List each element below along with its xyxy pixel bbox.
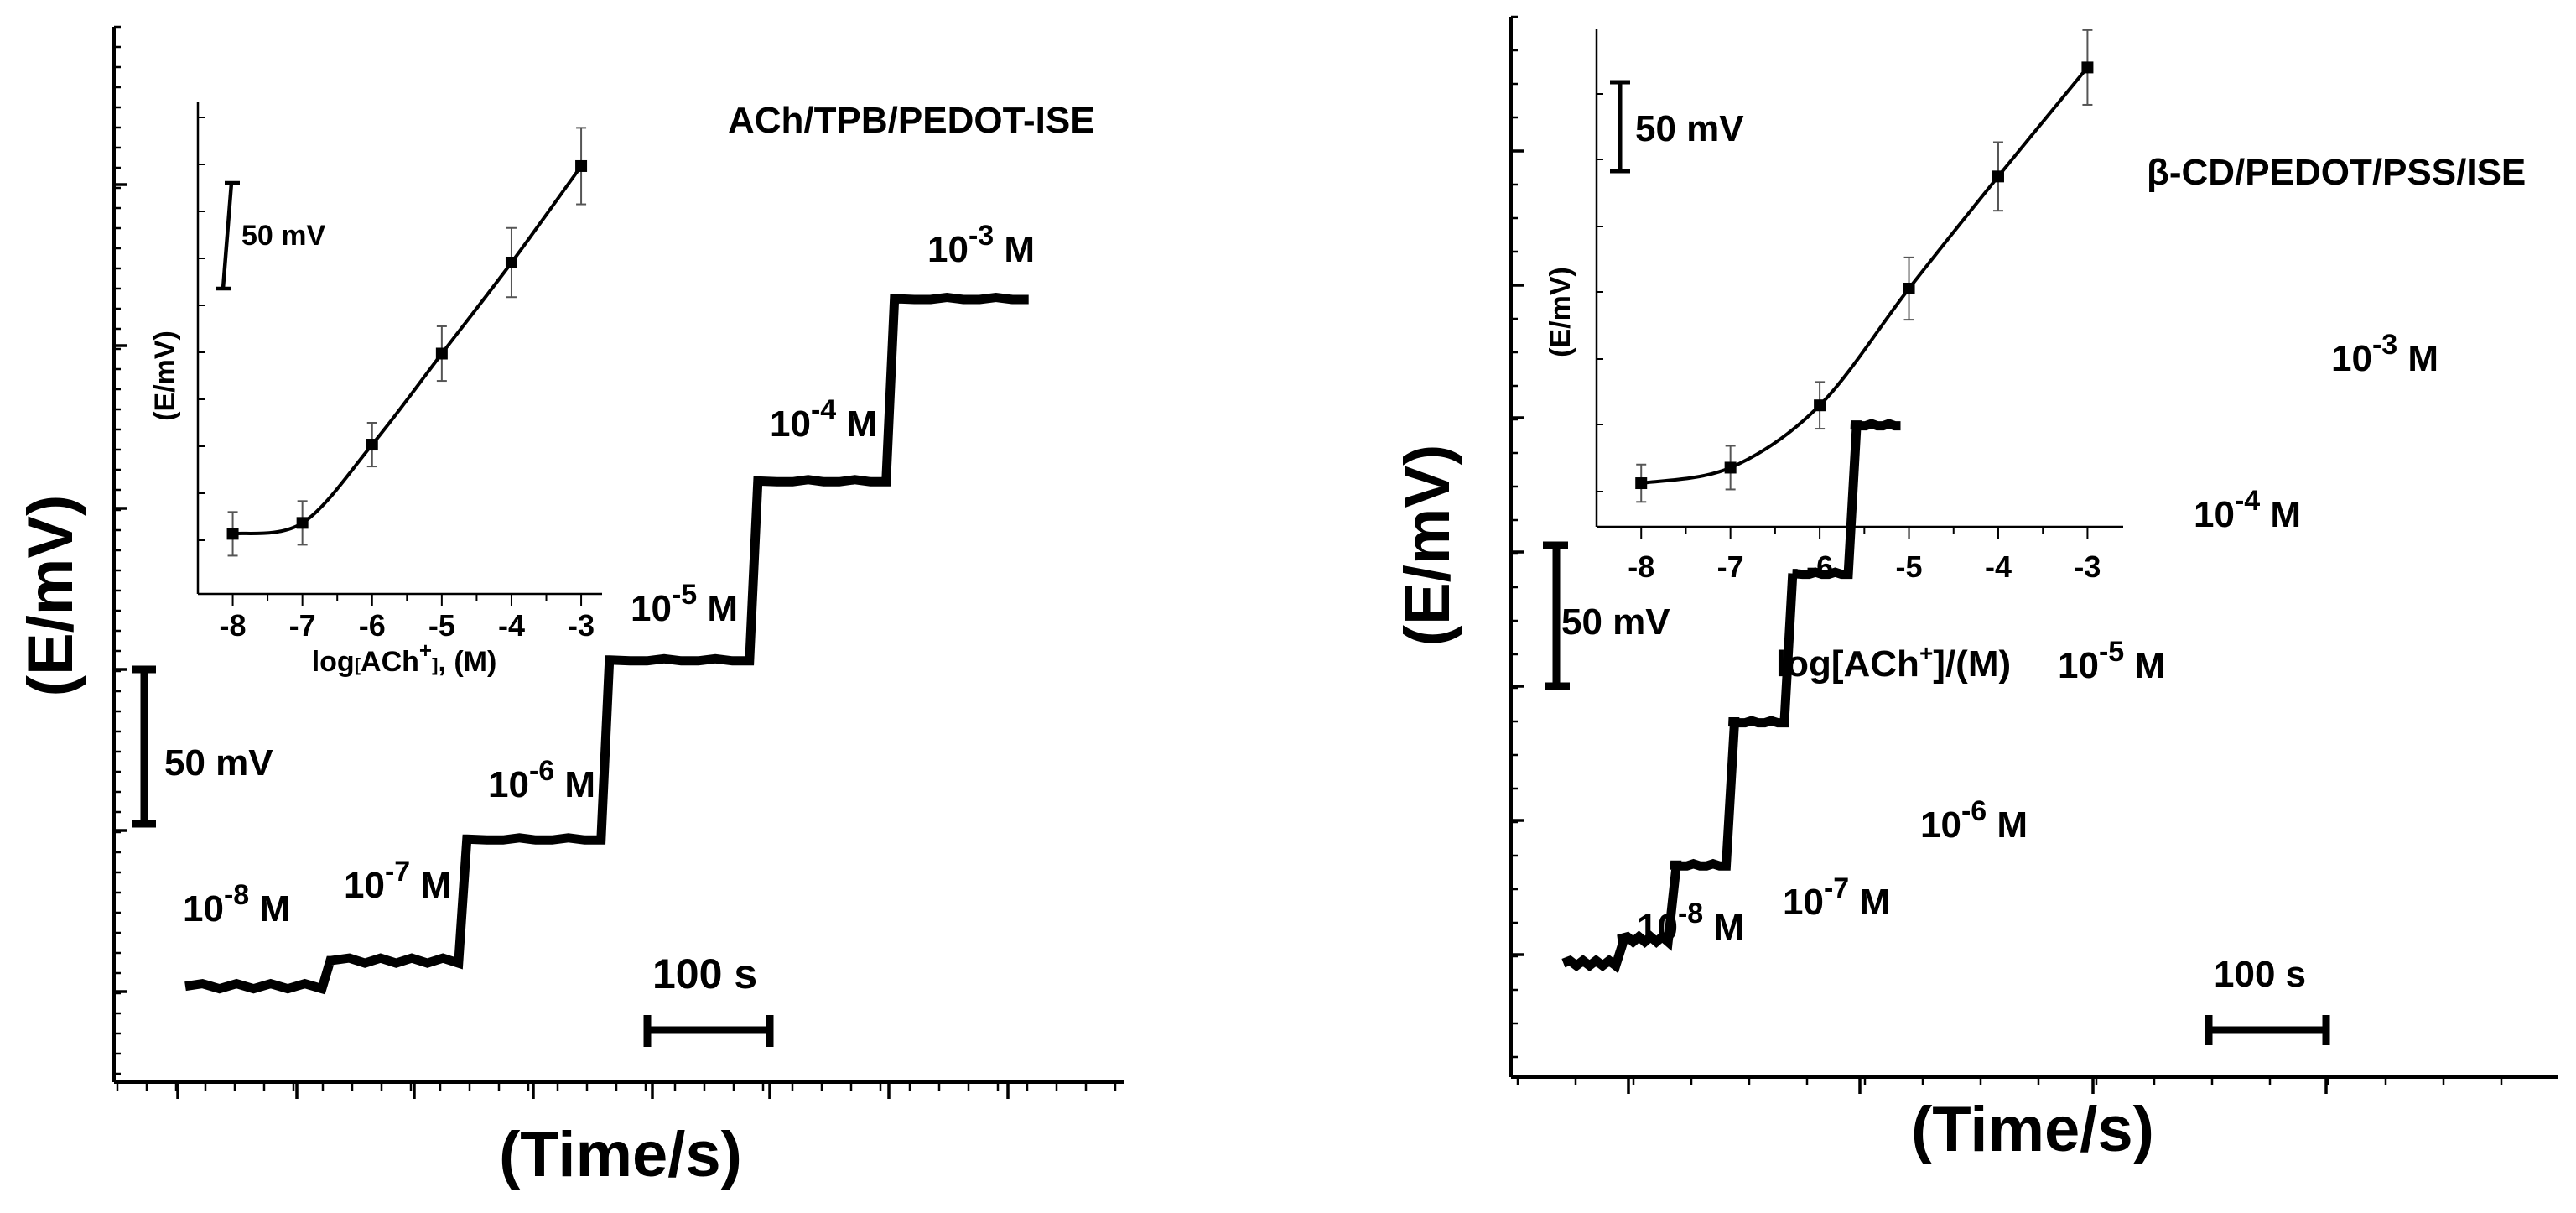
inset-data-point [505, 256, 517, 268]
inset-x-tick-label: -3 [568, 608, 595, 643]
inset-data-point [366, 439, 378, 451]
inset-data-point [575, 159, 588, 172]
inset-x-tick-label: -4 [1985, 549, 2012, 584]
left-inset-scale-label: 50 mV [242, 220, 325, 252]
left-inset-x-label: log[ACh+], (M) [312, 638, 497, 678]
right-inset-tick-labels: -8 -7 -6 -5 -4 -3 [1628, 549, 2101, 584]
inset-data-point [1635, 477, 1648, 490]
left-x-scale-bar: 100 s [643, 950, 774, 1047]
inset-data-point [226, 528, 239, 540]
inset-x-tick-label: -5 [428, 608, 455, 643]
left-panel: 10-8 M 10-7 M 10-6 M 10-5 M 10-4 M 10-3 M 50 … [15, 25, 1124, 1190]
left-y-axis-title: (E/mV) [15, 495, 86, 697]
inset-x-tick-label: -6 [1806, 549, 1833, 584]
step-label: 10-3 M [2331, 329, 2438, 379]
inset-data-point [435, 347, 448, 360]
left-x-scale-label: 100 s [652, 950, 757, 997]
left-y-scale-bar: 50 mV [132, 665, 273, 828]
step-label: 10-3 M [927, 220, 1035, 270]
left-inset-ticks [198, 117, 583, 606]
inset-data-point [1724, 461, 1737, 474]
left-panel-title: ACh/TPB/PEDOT-ISE [728, 100, 1095, 141]
right-inset-scale-bar: 50 mV [1610, 80, 1744, 174]
inset-x-tick-label: -6 [359, 608, 386, 643]
right-inset-ticks [1597, 93, 2089, 539]
left-y-scale-label: 50 mV [164, 742, 273, 784]
left-step-labels: 10-8 M 10-7 M 10-6 M 10-5 M 10-4 M 10-3 M [183, 220, 1035, 929]
left-inset-y-label: (E/mV) [149, 331, 181, 421]
right-y-ticks [1511, 15, 1524, 1059]
left-inset-points [226, 127, 588, 557]
step-label: 10-5 M [631, 579, 738, 629]
right-panel: 10-8 M 10-7 M 10-6 M 10-5 M 10-4 M 10-3 M 50 … [1392, 15, 2558, 1165]
right-x-ticks [1516, 1077, 2503, 1094]
right-panel-title: β-CD/PEDOT/PSS/ISE [2147, 152, 2526, 193]
inset-x-tick-label: -8 [220, 608, 247, 643]
right-inset: -8 -7 -6 -5 -4 -3 50 mV (E/mV) log[ACh+]/(M) [1545, 29, 2123, 685]
inset-x-tick-label: -7 [1717, 549, 1744, 584]
inset-x-tick-label: -4 [498, 608, 525, 643]
inset-data-point [2081, 61, 2094, 74]
right-x-scale-label: 100 s [2214, 954, 2306, 995]
right-x-axis-title: (Time/s) [1911, 1094, 2154, 1165]
inset-data-point [296, 517, 309, 529]
right-inset-scale-label: 50 mV [1635, 108, 1744, 149]
inset-data-point [1992, 170, 2004, 183]
left-inset-scale-bar: 50 mV [216, 180, 325, 291]
left-x-ticks [116, 1082, 1117, 1099]
right-x-scale-bar: 100 s [2205, 954, 2330, 1045]
right-step-labels: 10-8 M 10-7 M 10-6 M 10-5 M 10-4 M 10-3 M [1637, 329, 2438, 948]
step-label: 10-4 M [2194, 485, 2301, 535]
left-inset-tick-labels: -8 -7 -6 -5 -4 -3 [220, 608, 595, 643]
step-label: 10-7 M [1783, 872, 1890, 923]
left-y-ticks [114, 25, 127, 1075]
right-inset-x-label: log[ACh+]/(M) [1776, 640, 2011, 685]
right-y-axis-title: (E/mV) [1392, 445, 1463, 647]
left-inset: -8 -7 -6 -5 -4 -3 50 mV (E/mV) log[ACh+], (M) [149, 102, 602, 678]
step-label: 10-6 M [488, 755, 595, 805]
right-potential-trace [1561, 419, 1901, 974]
inset-data-point [1814, 399, 1826, 412]
inset-x-tick-label: -3 [2074, 549, 2101, 584]
right-plot-area [1511, 17, 2558, 1077]
step-label: 10-6 M [1920, 795, 2028, 846]
inset-data-point [1903, 282, 1915, 294]
inset-x-tick-label: -7 [289, 608, 316, 643]
left-potential-trace [184, 292, 1029, 995]
step-label: 10-8 M [183, 879, 290, 929]
left-x-axis-title: (Time/s) [499, 1119, 742, 1190]
left-plot-area [114, 27, 1124, 1082]
right-y-scale-label: 50 mV [1561, 601, 1670, 643]
right-inset-y-label: (E/mV) [1545, 267, 1576, 357]
step-label: 10-8 M [1637, 898, 1744, 948]
step-label: 10-5 M [2058, 636, 2165, 686]
step-label: 10-4 M [770, 394, 877, 445]
inset-x-tick-label: -8 [1628, 549, 1654, 584]
right-y-scale-bar: 50 mV [1543, 541, 1670, 690]
step-label: 10-7 M [344, 856, 451, 906]
right-inset-points [1635, 29, 2094, 503]
inset-x-tick-label: -5 [1896, 549, 1923, 584]
